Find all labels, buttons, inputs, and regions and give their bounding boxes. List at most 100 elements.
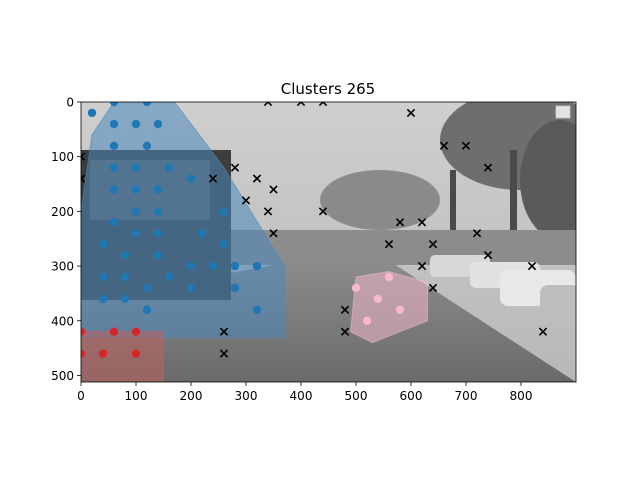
blue-cluster-point [142,283,152,293]
red-cluster-point [109,327,119,336]
pink-cluster-point [351,283,361,293]
blue-cluster-point [109,102,119,107]
blue-cluster-point [98,240,108,249]
blue-cluster-point [164,272,174,282]
noise-point [81,152,86,161]
plot-layer [81,102,548,382]
axes-frame [80,101,577,383]
x-tick-label: 600 [400,389,423,403]
blue-cluster-point [142,102,152,107]
blue-cluster-point [98,272,108,282]
x-tick-label: 500 [345,389,368,403]
blue-cluster-point [120,272,130,282]
noise-point [472,229,482,238]
pink-cluster-point [362,316,372,325]
red-cluster-point [81,349,86,358]
noise-point [384,240,394,249]
noise-point [483,163,493,172]
blue-cluster-point [142,141,152,150]
noise-point [219,327,229,336]
blue-cluster-point [131,185,141,194]
blue-cluster-point [153,207,163,216]
blue-cluster-point [230,283,240,293]
noise-point [538,327,548,336]
noise-point [241,196,251,205]
noise-point [395,218,405,227]
x-tick-label: 200 [180,389,203,403]
red-cluster-point [131,349,141,358]
blue-cluster-point [252,261,262,271]
blue-cluster-point [131,229,141,238]
blue-cluster-point [230,261,240,271]
blue-cluster-point [109,141,119,150]
y-tick-label: 200 [51,205,74,219]
red-cluster-point [81,327,86,336]
blue-cluster-point [109,163,119,172]
blue-cluster-point [186,283,196,293]
x-tick-label: 0 [77,389,85,403]
noise-point [318,207,328,216]
noise-point [417,261,427,271]
y-tick-label: 500 [51,369,74,383]
noise-point [340,327,350,336]
chart-title: Clusters 265 [281,80,375,98]
blue-cluster-point [109,218,119,227]
blue-cluster-point [186,174,196,183]
blue-cluster-point [186,261,196,271]
noise-point [219,349,229,358]
pink-cluster-point [373,294,383,304]
y-tick-label: 100 [51,150,74,164]
noise-point [439,141,449,150]
noise-point [263,102,273,107]
noise-point [527,261,537,271]
blue-cluster-point [120,250,130,260]
pink-cluster-hull [349,270,428,344]
noise-point [406,108,416,118]
noise-point [340,305,350,314]
noise-point [428,240,438,249]
red-cluster-point [131,327,141,336]
noise-point [417,218,427,227]
noise-point [318,102,328,107]
blue-cluster-point [98,294,108,304]
blue-cluster-hull [81,102,285,338]
blue-cluster-point [131,119,141,129]
noise-point [296,102,306,107]
noise-point [269,229,278,238]
blue-cluster-point [197,229,207,238]
blue-cluster-point [120,294,130,304]
y-tick-label: 0 [66,96,74,110]
noise-point [263,207,273,216]
blue-cluster-point [208,261,218,271]
blue-cluster-point [153,250,163,260]
y-tick-label: 300 [51,260,74,274]
pink-cluster-point [395,305,405,314]
noise-point [81,174,86,183]
blue-cluster-point [109,185,119,194]
legend-box [555,105,571,119]
blue-cluster-point [252,305,262,314]
noise-point [230,163,240,172]
noise-point [483,250,493,260]
noise-point [269,185,278,194]
blue-cluster-point [153,229,163,238]
noise-point [461,141,471,150]
pink-cluster-point [384,272,394,282]
x-tick-label: 800 [510,389,533,403]
blue-cluster-point [131,163,141,172]
blue-cluster-point [219,207,229,216]
x-tick-label: 400 [290,389,313,403]
x-tick-label: 100 [125,389,148,403]
x-axis: 0 100 200 300 400 500 600 700 800 [77,382,532,403]
x-tick-label: 300 [235,389,258,403]
blue-cluster-point [164,163,174,172]
noise-point [252,174,262,183]
noise-point [208,174,218,183]
blue-cluster-point [142,305,152,314]
red-cluster-hull [81,331,164,382]
blue-cluster-point [131,207,141,216]
noise-point [428,283,438,293]
x-tick-label: 700 [455,389,478,403]
y-tick-label: 400 [51,314,74,328]
